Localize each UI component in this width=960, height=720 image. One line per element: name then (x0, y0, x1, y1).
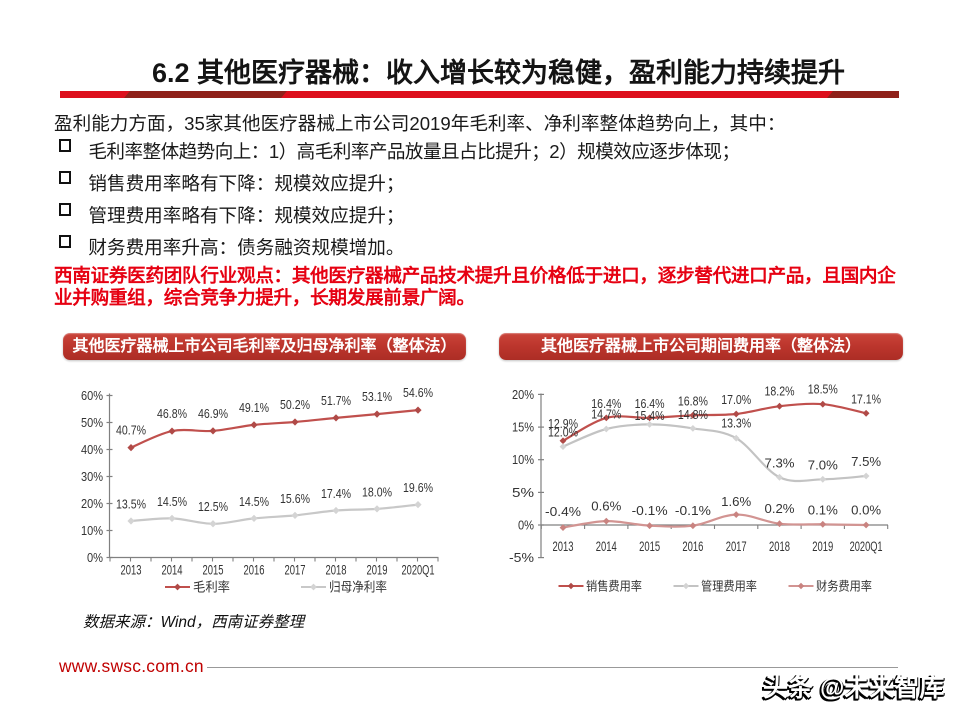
svg-text:14.7%: 14.7% (591, 408, 621, 422)
svg-text:13.3%: 13.3% (721, 417, 751, 431)
svg-text:50.2%: 50.2% (280, 398, 310, 412)
svg-text:46.8%: 46.8% (157, 407, 187, 421)
svg-text:毛利率: 毛利率 (193, 580, 230, 595)
svg-text:51.7%: 51.7% (321, 394, 351, 408)
svg-text:10%: 10% (81, 523, 103, 538)
svg-text:2016: 2016 (244, 563, 265, 578)
svg-text:2016: 2016 (682, 539, 703, 554)
svg-text:16.4%: 16.4% (635, 397, 665, 411)
svg-text:12.5%: 12.5% (198, 500, 228, 514)
svg-text:20%: 20% (512, 387, 534, 402)
svg-text:-0.4%: -0.4% (545, 505, 581, 519)
svg-text:2017: 2017 (726, 539, 747, 554)
svg-text:-0.1%: -0.1% (675, 504, 711, 518)
svg-text:2019: 2019 (367, 563, 388, 578)
svg-text:0.2%: 0.2% (765, 502, 795, 516)
svg-text:50%: 50% (81, 415, 103, 430)
svg-text:2017: 2017 (285, 563, 306, 578)
svg-text:0.6%: 0.6% (591, 500, 621, 514)
svg-text:2020Q1: 2020Q1 (850, 539, 883, 554)
svg-text:14.5%: 14.5% (239, 495, 269, 509)
svg-text:46.9%: 46.9% (198, 407, 228, 421)
svg-text:2019: 2019 (812, 539, 833, 554)
svg-text:-5%: -5% (509, 550, 534, 565)
svg-text:2015: 2015 (203, 563, 224, 578)
svg-text:0%: 0% (518, 518, 534, 533)
svg-text:19.6%: 19.6% (403, 481, 433, 495)
svg-text:18.5%: 18.5% (808, 383, 838, 397)
svg-text:财务费用率: 财务费用率 (816, 579, 872, 594)
svg-text:2014: 2014 (162, 563, 183, 578)
svg-text:14.8%: 14.8% (678, 408, 708, 422)
svg-text:20%: 20% (81, 496, 103, 511)
svg-text:13.5%: 13.5% (116, 498, 146, 512)
svg-text:49.1%: 49.1% (239, 401, 269, 415)
svg-text:2014: 2014 (596, 539, 617, 554)
svg-text:2018: 2018 (769, 539, 790, 554)
svg-text:16.8%: 16.8% (678, 394, 708, 408)
svg-text:53.1%: 53.1% (362, 390, 392, 404)
svg-text:15.6%: 15.6% (280, 492, 310, 506)
svg-text:2013: 2013 (553, 539, 574, 554)
svg-text:40.7%: 40.7% (116, 424, 146, 438)
svg-text:归母净利率: 归母净利率 (329, 580, 387, 595)
svg-text:0.1%: 0.1% (808, 503, 838, 517)
svg-text:17.4%: 17.4% (321, 487, 351, 501)
svg-text:15.4%: 15.4% (635, 409, 665, 423)
svg-text:30%: 30% (81, 469, 103, 484)
svg-text:7.3%: 7.3% (765, 456, 795, 470)
svg-text:10%: 10% (512, 452, 534, 467)
svg-text:12.0%: 12.0% (548, 426, 578, 440)
svg-text:1.6%: 1.6% (721, 495, 751, 509)
svg-text:14.5%: 14.5% (157, 495, 187, 509)
svg-text:0.0%: 0.0% (851, 504, 881, 518)
svg-text:2020Q1: 2020Q1 (402, 563, 435, 578)
svg-text:2018: 2018 (326, 563, 347, 578)
svg-text:12.9%: 12.9% (548, 417, 578, 431)
svg-text:-0.1%: -0.1% (632, 504, 668, 518)
svg-text:40%: 40% (81, 442, 103, 457)
svg-text:2015: 2015 (639, 539, 660, 554)
svg-text:17.0%: 17.0% (721, 393, 751, 407)
svg-text:销售费用率: 销售费用率 (586, 579, 642, 594)
svg-text:5%: 5% (512, 485, 535, 500)
svg-text:17.1%: 17.1% (851, 392, 881, 406)
svg-text:管理费用率: 管理费用率 (701, 579, 757, 594)
svg-text:18.0%: 18.0% (362, 485, 392, 499)
svg-text:7.0%: 7.0% (808, 458, 838, 472)
svg-text:60%: 60% (81, 388, 103, 403)
svg-text:54.6%: 54.6% (403, 386, 433, 400)
svg-text:7.5%: 7.5% (851, 455, 881, 469)
svg-text:2013: 2013 (121, 563, 142, 578)
svg-text:16.4%: 16.4% (591, 397, 621, 411)
svg-text:0%: 0% (87, 550, 103, 565)
svg-text:18.2%: 18.2% (765, 385, 795, 399)
svg-text:15%: 15% (512, 420, 534, 435)
